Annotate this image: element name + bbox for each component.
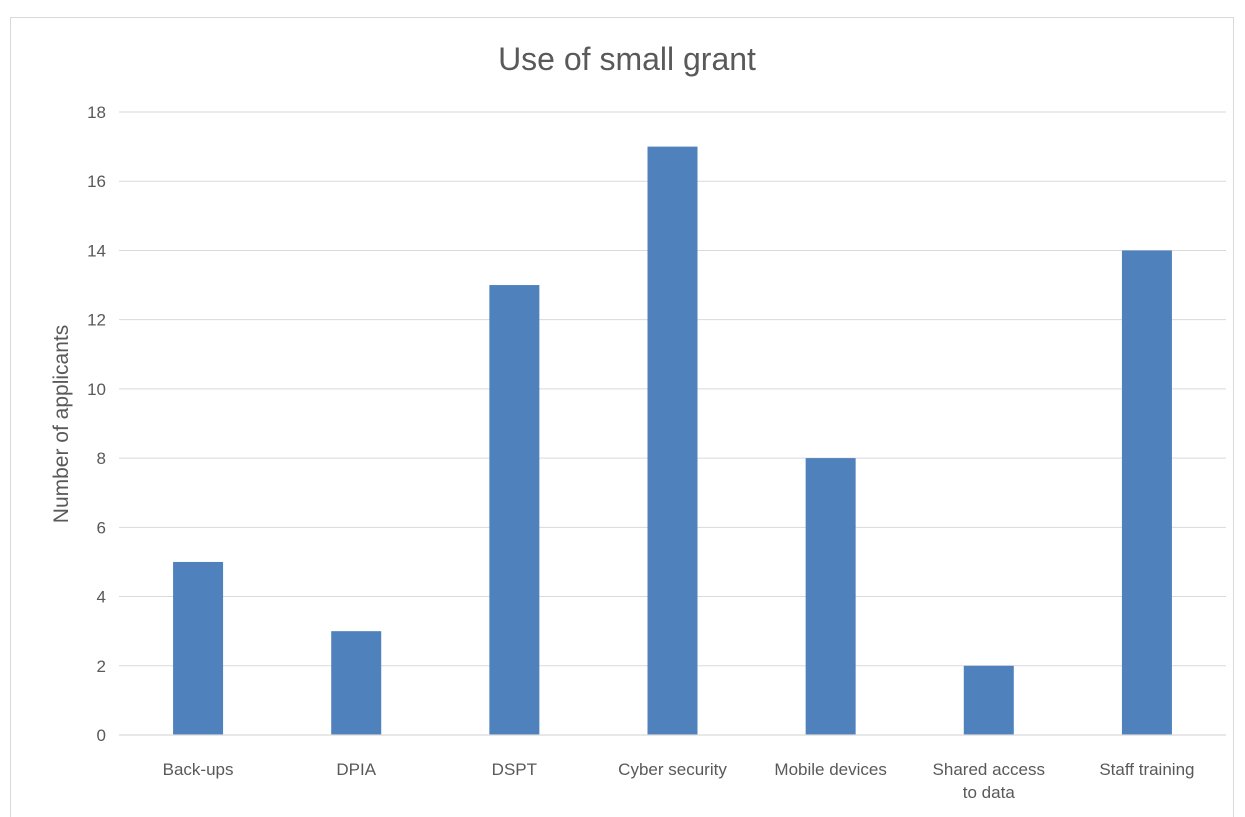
bar	[805, 458, 856, 735]
x-category-label: Shared access	[933, 760, 1045, 779]
x-category-label: DSPT	[492, 760, 537, 779]
y-tick-label: 18	[87, 103, 106, 122]
x-category-label: Cyber security	[618, 760, 727, 779]
x-category-label: to data	[963, 783, 1016, 802]
x-category-label: DPIA	[336, 760, 376, 779]
y-tick-label: 10	[87, 380, 106, 399]
y-tick-label: 16	[87, 172, 106, 191]
chart-title: Use of small grant	[498, 41, 756, 77]
y-axis-label: Number of applicants	[50, 325, 73, 523]
bar	[331, 631, 382, 735]
bar	[489, 285, 540, 735]
bar	[1121, 250, 1172, 735]
bars	[173, 146, 1172, 736]
y-tick-label: 2	[97, 657, 106, 676]
y-tick-label: 0	[97, 726, 106, 745]
bar	[963, 665, 1014, 735]
y-tick-label: 14	[87, 241, 106, 260]
x-category-label: Back-ups	[163, 760, 234, 779]
x-category-label: Mobile devices	[774, 760, 886, 779]
bar	[173, 561, 224, 735]
y-tick-label: 4	[97, 588, 106, 607]
y-tick-label: 6	[97, 518, 106, 537]
y-tick-label: 8	[97, 449, 106, 468]
y-tick-label: 12	[87, 311, 106, 330]
bar	[647, 146, 698, 736]
x-category-label: Staff training	[1099, 760, 1194, 779]
y-tick-labels: 0 2 4 6 8 10 12 14 16 18	[87, 103, 106, 745]
x-category-labels: Back-ups DPIA DSPT Cyber security Mobile dev…	[163, 760, 1195, 802]
